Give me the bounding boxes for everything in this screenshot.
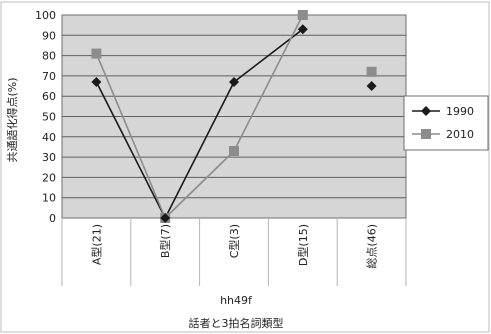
- series-1990-point-1: [160, 213, 171, 223]
- x-tick-label-4: 総点(46): [365, 224, 379, 269]
- series-2010-point-2: [229, 146, 239, 157]
- y-tick-label-40: 40: [42, 131, 56, 144]
- legend-label-2010: 2010: [446, 128, 474, 141]
- series-1990-point-4: [366, 81, 377, 92]
- series-1990-segment-0: [95, 81, 166, 219]
- legend-marker-1990: [421, 106, 431, 116]
- x-axis-category-labels: A型(21) B型(7) C型(3) D型(15) 総点(46): [89, 224, 378, 269]
- x-tick-label-2: C型(3): [227, 224, 241, 258]
- y-tick-label-60: 60: [42, 90, 56, 103]
- category-separators: [61, 218, 407, 286]
- series-1990-segment-1: [164, 81, 235, 219]
- y-tick-label-10: 10: [42, 192, 56, 205]
- series-2010-segment-0: [95, 53, 166, 219]
- x-tick-label-1: B型(7): [158, 224, 172, 258]
- x-axis-label-primary: hh49f: [220, 294, 253, 307]
- series-markers: [91, 10, 377, 223]
- series-1990-point-0: [91, 76, 102, 87]
- y-tick-label-100: 100: [35, 9, 56, 22]
- series-2010-segment-2: [233, 14, 304, 152]
- y-tick-label-80: 80: [42, 50, 56, 63]
- series-2010-point-4: [366, 66, 377, 77]
- x-tick-label-0: A型(21): [89, 224, 103, 265]
- y-tick-label-20: 20: [42, 171, 56, 184]
- series-2010-point-0: [91, 48, 102, 59]
- y-tick-label-50: 50: [42, 111, 56, 124]
- legend-label-1990: 1990: [446, 105, 474, 118]
- grid-lines: [62, 34, 406, 199]
- y-axis-ticks: 0 10 20 30 40 50 60 70 80 90 100: [35, 9, 56, 225]
- x-axis-label-secondary: 話者と3拍名詞類型: [189, 316, 284, 330]
- x-tick-label-3: D型(15): [296, 224, 310, 266]
- series-2010-segment-1: [164, 150, 235, 219]
- series-2010-point-3: [297, 10, 308, 20]
- legend-box: [403, 95, 489, 151]
- y-tick-label-70: 70: [42, 70, 56, 83]
- legend-marker-2010: [421, 129, 431, 139]
- legend: 1990 2010: [403, 95, 489, 151]
- y-tick-label-30: 30: [42, 151, 56, 164]
- series-1990-point-3: [297, 24, 308, 35]
- y-tick-label-0: 0: [49, 212, 56, 225]
- series-1990-point-2: [229, 76, 239, 87]
- y-tick-label-90: 90: [42, 29, 56, 42]
- series-lines: [95, 14, 304, 219]
- y-axis-label: 共通語化得点(%): [5, 77, 19, 162]
